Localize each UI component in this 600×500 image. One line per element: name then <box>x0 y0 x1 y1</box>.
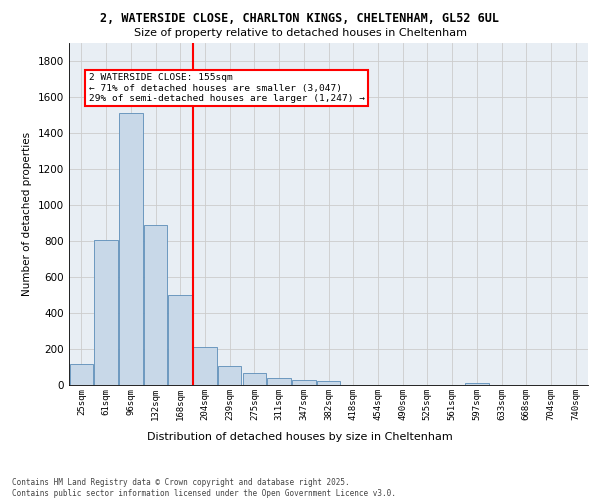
Bar <box>242 374 266 385</box>
Bar <box>119 113 143 385</box>
Bar <box>169 295 192 385</box>
Text: Distribution of detached houses by size in Cheltenham: Distribution of detached houses by size … <box>147 432 453 442</box>
Text: 2 WATERSIDE CLOSE: 155sqm
← 71% of detached houses are smaller (3,047)
29% of se: 2 WATERSIDE CLOSE: 155sqm ← 71% of detac… <box>89 73 365 103</box>
Bar <box>70 364 93 385</box>
Bar <box>94 240 118 385</box>
Y-axis label: Number of detached properties: Number of detached properties <box>22 132 32 296</box>
Bar <box>218 366 241 385</box>
Bar <box>268 378 291 385</box>
Bar <box>193 347 217 385</box>
Bar <box>317 381 340 385</box>
Text: Contains HM Land Registry data © Crown copyright and database right 2025.
Contai: Contains HM Land Registry data © Crown c… <box>12 478 396 498</box>
Bar <box>144 226 167 385</box>
Text: Size of property relative to detached houses in Cheltenham: Size of property relative to detached ho… <box>133 28 467 38</box>
Bar <box>465 383 488 385</box>
Text: 2, WATERSIDE CLOSE, CHARLTON KINGS, CHELTENHAM, GL52 6UL: 2, WATERSIDE CLOSE, CHARLTON KINGS, CHEL… <box>101 12 499 26</box>
Bar <box>292 380 316 385</box>
